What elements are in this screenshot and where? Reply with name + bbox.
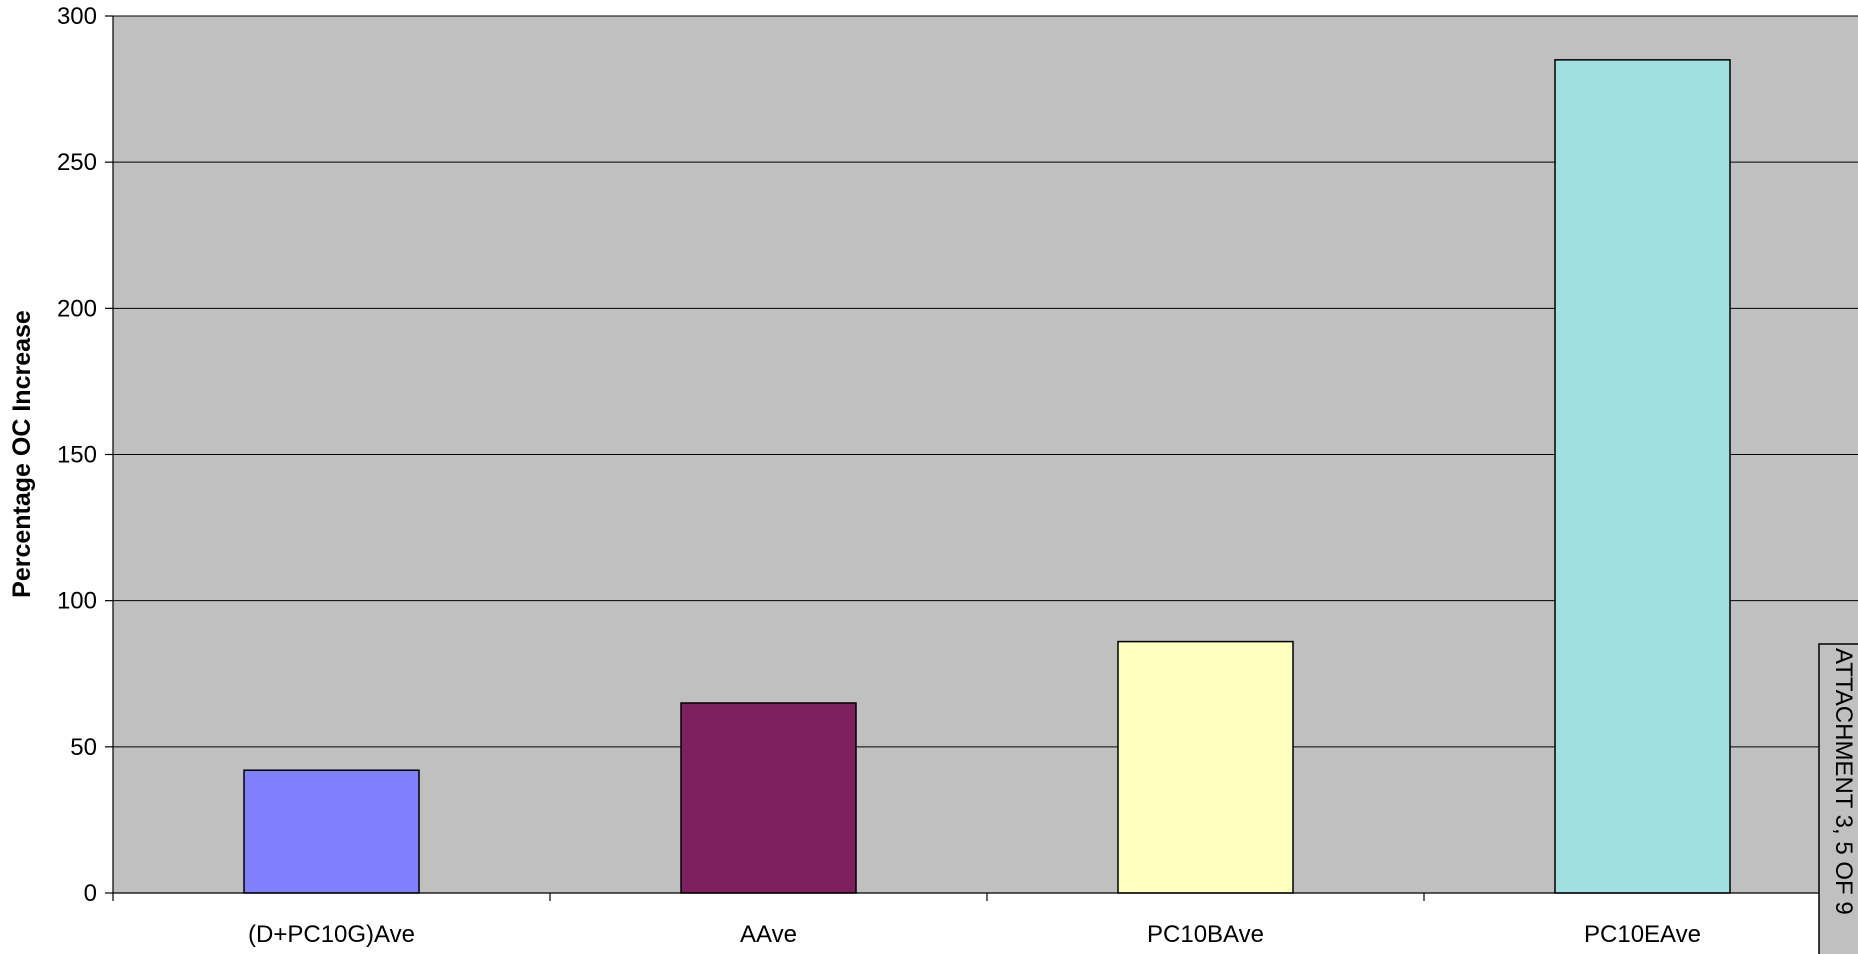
y-tick-label: 100 bbox=[57, 588, 97, 615]
y-axis-title: Percentage OC Increase bbox=[8, 310, 36, 598]
attachment-box bbox=[1818, 643, 1858, 954]
y-tick-label: 150 bbox=[57, 442, 97, 469]
x-tick-label: AAve bbox=[740, 921, 797, 948]
y-tick-label: 0 bbox=[84, 880, 97, 907]
bar bbox=[243, 769, 420, 894]
attachment-stamp: ATTACHMENT 3, 5 OF 9 bbox=[1818, 643, 1858, 954]
y-tick-label: 200 bbox=[57, 295, 97, 322]
bar bbox=[1554, 59, 1731, 894]
attachment-label: ATTACHMENT 3, 5 OF 9 bbox=[1830, 648, 1857, 915]
x-tick-labels: (D+PC10G)Ave AAve PC10BAve PC10EAve bbox=[248, 921, 1701, 948]
x-tick-label: PC10BAve bbox=[1147, 921, 1264, 948]
bars-group bbox=[243, 59, 1731, 894]
y-tick-label: 50 bbox=[70, 734, 97, 761]
y-tick-label: 250 bbox=[57, 149, 97, 176]
bar bbox=[680, 702, 857, 894]
bar bbox=[1117, 640, 1294, 894]
axes-group bbox=[105, 15, 1858, 901]
x-tick-label: PC10EAve bbox=[1584, 921, 1701, 948]
y-tick-labels: 0 50 100 150 200 250 300 bbox=[57, 3, 97, 907]
x-tick-label: (D+PC10G)Ave bbox=[248, 921, 415, 948]
gridlines bbox=[113, 15, 1858, 748]
y-tick-label: 300 bbox=[57, 3, 97, 30]
